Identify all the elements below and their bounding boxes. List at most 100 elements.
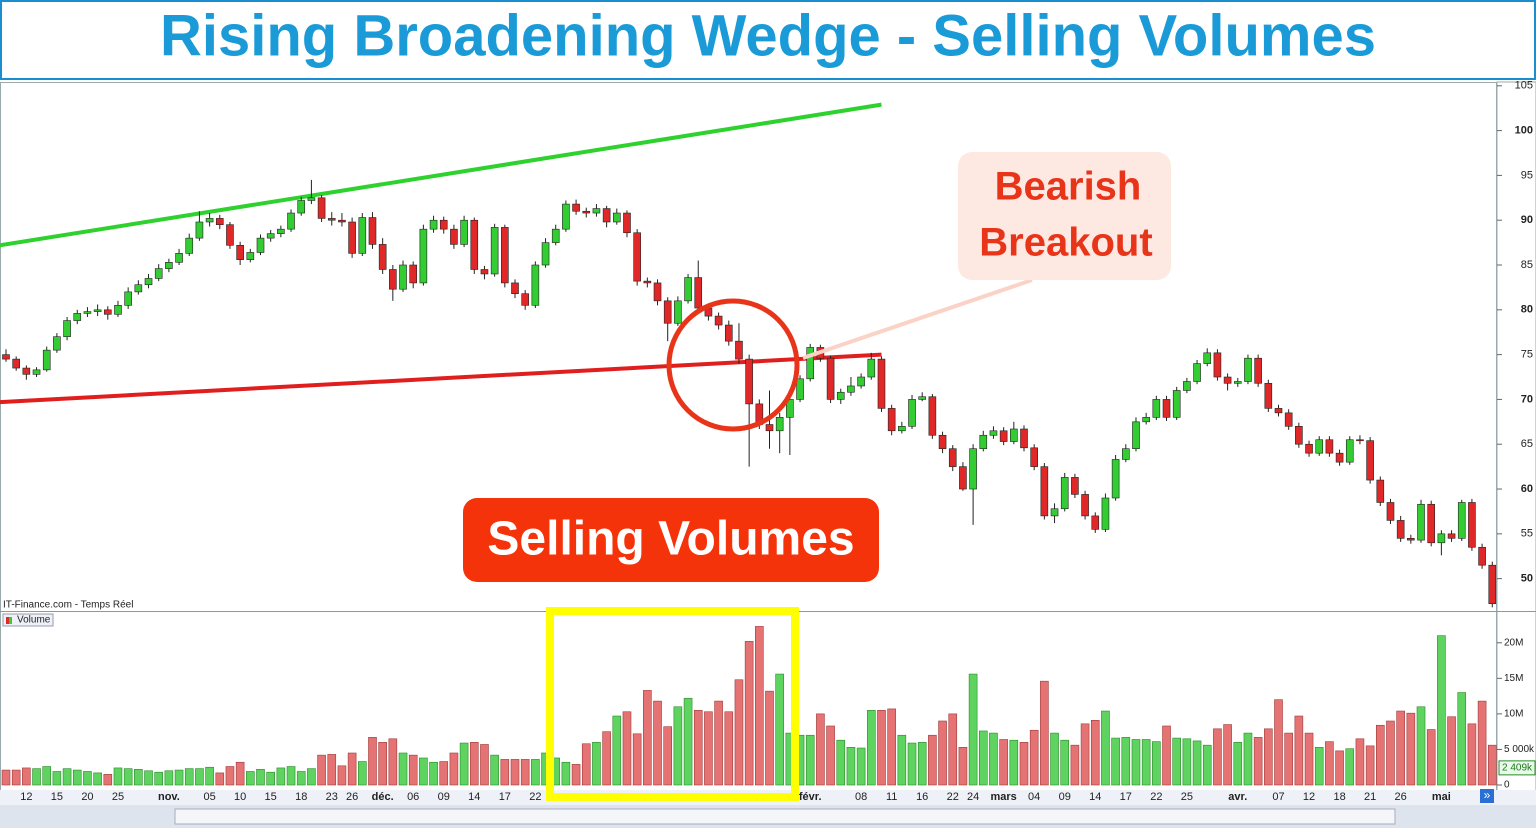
selling-volumes-box: [463, 498, 879, 582]
volume-bar: [887, 708, 896, 786]
volume-bar: [1386, 720, 1395, 786]
candle-body: [948, 448, 957, 467]
y-tick-label: 50: [1521, 573, 1533, 585]
candle-body: [1081, 494, 1089, 517]
candle-body: [327, 218, 336, 221]
volume-bar: [1060, 739, 1070, 786]
x-tick-label: 11: [886, 791, 897, 803]
candle-body: [297, 200, 306, 214]
volume-bar: [520, 759, 530, 786]
x-tick-label: 23: [326, 791, 338, 803]
y-tick-label: 70: [1521, 393, 1533, 405]
volume-bar: [1141, 739, 1151, 786]
volume-bar: [622, 711, 632, 786]
candle-body: [215, 218, 224, 225]
volume-bar: [928, 734, 937, 786]
candle-body: [806, 347, 815, 380]
candle-body: [1122, 448, 1130, 460]
volume-bar: [1223, 724, 1232, 786]
volume-bar: [1243, 732, 1253, 786]
volume-bar: [602, 731, 611, 786]
volume-bar: [1, 769, 11, 786]
candle-body: [236, 244, 244, 260]
y-tick-label: 90: [1521, 214, 1533, 226]
volume-bar: [1304, 732, 1314, 786]
candle-body: [745, 358, 753, 405]
volume-bar: [215, 772, 225, 786]
volume-bar: [805, 734, 815, 786]
volume-bar: [1111, 737, 1120, 786]
legend-swatch-down: [6, 617, 9, 624]
candle-body: [1162, 399, 1171, 418]
candle-body: [826, 357, 835, 400]
volume-bar: [978, 730, 988, 786]
candle-body: [1315, 439, 1324, 454]
candle-body: [1335, 452, 1344, 463]
trend-line: [0, 352, 882, 405]
candle-body: [154, 268, 163, 279]
last-value-box: [1498, 760, 1536, 776]
volume-bar: [1233, 742, 1243, 786]
volume-bar: [134, 769, 143, 786]
volume-bar: [1253, 737, 1263, 786]
candle-body: [1060, 477, 1069, 510]
volume-bar: [1345, 748, 1355, 786]
candle-body: [836, 391, 845, 400]
candle-body: [1274, 408, 1283, 414]
breakout-label: Breakout: [979, 221, 1152, 265]
candle-body: [368, 217, 377, 245]
candle-body: [857, 376, 865, 387]
x-tick-label: 24: [967, 791, 979, 803]
volume-bar: [123, 768, 133, 786]
candle-body: [1010, 428, 1018, 442]
candle-body: [490, 227, 499, 275]
volume-bar: [1090, 719, 1100, 786]
candle-body: [1366, 440, 1374, 481]
volume-bar: [113, 767, 123, 786]
volume-bar: [510, 759, 520, 786]
candle-body: [1437, 533, 1446, 544]
scrollbar[interactable]: [174, 808, 1396, 825]
volume-bar: [195, 768, 204, 786]
y-tick-label: 60: [1521, 483, 1533, 495]
y-tick-label: 5 000k: [1504, 744, 1535, 755]
x-tick-label: 26: [346, 791, 358, 803]
x-tick-label: 04: [1028, 791, 1040, 803]
candle-body: [898, 426, 906, 432]
candle-body: [1427, 503, 1435, 544]
candle-body: [511, 282, 519, 294]
volume-bar: [307, 768, 316, 786]
volume-bar: [388, 738, 398, 786]
volume-bar: [948, 713, 958, 786]
candle-body: [389, 269, 397, 290]
y-tick-label: 20M: [1504, 637, 1523, 648]
candle-body: [1111, 459, 1120, 499]
candle-body: [226, 224, 234, 246]
candle-body: [877, 358, 886, 409]
y-tick-label: 105: [1515, 80, 1533, 92]
candle-body: [307, 197, 316, 201]
candle-body: [1020, 428, 1028, 449]
x-tick-label: mars: [990, 791, 1016, 803]
x-tick-label: mai: [1432, 791, 1451, 803]
y-tick-label: 95: [1521, 169, 1533, 181]
volume-bar: [22, 767, 31, 786]
candle-body: [1488, 564, 1497, 605]
volume-bar: [856, 747, 866, 786]
source-label: IT-Finance.com - Temps Réel: [3, 600, 133, 611]
volume-bar: [755, 626, 764, 786]
candle-body: [134, 284, 143, 293]
y-tick-label: 0: [1504, 780, 1510, 791]
candle-body: [684, 277, 692, 302]
x-tick-label: 21: [1364, 791, 1376, 803]
volume-bar: [1101, 710, 1110, 786]
scroll-end-button[interactable]: [1480, 789, 1494, 803]
candle-body: [602, 208, 611, 223]
y-tick-label: 75: [1521, 349, 1533, 361]
candle-body: [592, 208, 601, 214]
volume-bar: [846, 747, 856, 786]
x-tick-label: 12: [20, 791, 32, 803]
x-tick-label: 07: [1272, 791, 1284, 803]
